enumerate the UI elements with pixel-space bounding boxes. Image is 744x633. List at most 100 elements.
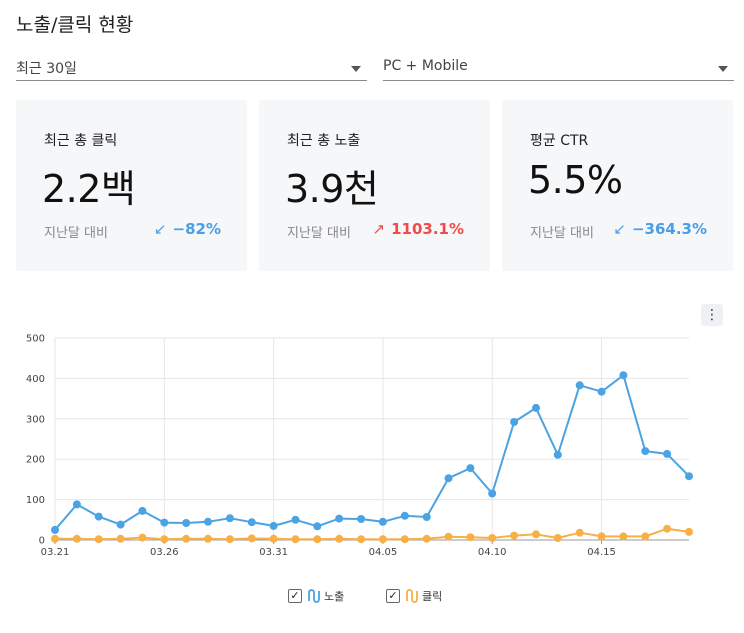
data-point	[72, 500, 81, 509]
data-point	[444, 474, 453, 483]
card-value: 5.5%	[528, 158, 623, 202]
data-point	[72, 534, 81, 543]
data-point	[116, 520, 125, 529]
card-compare-label: 지난달 대비	[530, 226, 594, 241]
line-series-icon	[308, 589, 320, 603]
card-value: 3.9천	[285, 167, 379, 211]
data-point	[138, 506, 147, 515]
card-label: 최근 총 클릭	[44, 133, 118, 149]
data-point	[51, 525, 59, 534]
data-point	[291, 515, 300, 524]
x-tick-label: 04.10	[478, 547, 507, 558]
data-point	[685, 527, 693, 536]
data-point	[160, 535, 169, 544]
card-compare-label: 지난달 대비	[287, 226, 351, 241]
series-line-노출	[54, 374, 690, 531]
card-delta-value: −364.3%	[631, 220, 707, 238]
chart-menu-button[interactable]: ⋮	[701, 304, 723, 326]
data-point	[575, 381, 584, 390]
data-point	[641, 532, 650, 541]
legend-item-clicks[interactable]: ✓ 클릭	[386, 587, 442, 605]
card-label: 평균 CTR	[530, 133, 589, 149]
device-select-value: PC + Mobile	[383, 58, 468, 74]
data-point	[466, 533, 475, 542]
data-point	[685, 472, 693, 481]
kebab-menu-icon: ⋮	[705, 307, 719, 323]
legend-item-impressions[interactable]: ✓ 노출	[288, 587, 344, 605]
legend-checkbox[interactable]: ✓	[386, 589, 400, 603]
y-tick-label: 400	[26, 374, 45, 385]
data-point	[488, 489, 497, 498]
x-tick-label: 03.26	[150, 547, 179, 558]
card-value: 2.2백	[42, 167, 136, 211]
data-point	[225, 514, 234, 523]
y-tick-label: 300	[26, 414, 45, 425]
data-point	[466, 464, 475, 473]
y-tick-label: 500	[26, 334, 45, 345]
data-point	[182, 534, 191, 543]
device-select[interactable]: PC + Mobile	[383, 52, 734, 81]
total-impressions-card: 최근 총 노출 3.9천 지난달 대비 ↗ 1103.1%	[259, 100, 490, 271]
data-point	[488, 534, 497, 542]
data-point	[269, 534, 278, 543]
data-point	[575, 528, 584, 537]
data-point	[597, 532, 606, 541]
page-title: 노출/클릭 현황	[16, 14, 134, 36]
legend-label: 노출	[324, 590, 345, 603]
x-tick-label: 03.31	[259, 547, 288, 558]
data-point	[663, 449, 672, 458]
data-point	[138, 533, 147, 542]
data-point	[619, 371, 628, 380]
card-delta: ↙ −364.3%	[613, 220, 707, 238]
arrow-up-right-icon: ↗	[372, 220, 386, 238]
data-point	[510, 418, 519, 426]
data-point	[247, 518, 256, 527]
data-point	[160, 518, 169, 527]
data-point	[51, 534, 59, 543]
chevron-down-icon	[718, 66, 728, 72]
data-point	[597, 387, 606, 396]
data-point	[204, 517, 212, 526]
data-point	[378, 517, 387, 526]
y-tick-label: 100	[26, 495, 45, 506]
data-point	[641, 447, 650, 456]
data-point	[400, 535, 409, 544]
data-point	[182, 519, 191, 527]
data-point	[357, 515, 366, 523]
card-delta: ↙ −82%	[154, 220, 221, 238]
data-point	[247, 534, 256, 543]
data-point	[532, 530, 540, 539]
data-point	[116, 534, 125, 543]
arrow-down-left-icon: ↙	[153, 220, 167, 238]
data-point	[663, 524, 672, 533]
data-point	[335, 514, 344, 523]
data-point	[619, 532, 628, 541]
card-delta: ↗ 1103.1%	[373, 220, 465, 238]
data-point	[94, 512, 103, 521]
data-point	[378, 535, 387, 544]
series-line-클릭	[55, 527, 690, 541]
legend-label: 클릭	[422, 590, 443, 603]
data-point	[553, 450, 562, 459]
card-compare-label: 지난달 대비	[44, 226, 108, 241]
data-point	[400, 511, 409, 520]
x-tick-label: 03.21	[41, 547, 70, 558]
card-delta-value: −82%	[172, 220, 221, 238]
data-point	[313, 535, 322, 544]
data-point	[225, 535, 234, 544]
arrow-down-left-icon: ↙	[613, 220, 626, 238]
data-point	[422, 513, 431, 521]
line-series-icon	[406, 589, 418, 603]
period-select[interactable]: 최근 30일	[16, 52, 367, 81]
data-point	[269, 521, 278, 530]
card-label: 최근 총 노출	[287, 133, 361, 149]
legend-checkbox[interactable]: ✓	[288, 589, 302, 603]
data-point	[335, 534, 344, 543]
data-point	[532, 403, 540, 412]
data-point	[313, 522, 322, 531]
chevron-down-icon	[351, 66, 361, 72]
data-point	[204, 534, 212, 543]
average-ctr-card: 평균 CTR 5.5% 지난달 대비 ↙ −364.3%	[502, 100, 733, 271]
data-point	[291, 535, 300, 544]
total-clicks-card: 최근 총 클릭 2.2백 지난달 대비 ↙ −82%	[16, 100, 247, 271]
